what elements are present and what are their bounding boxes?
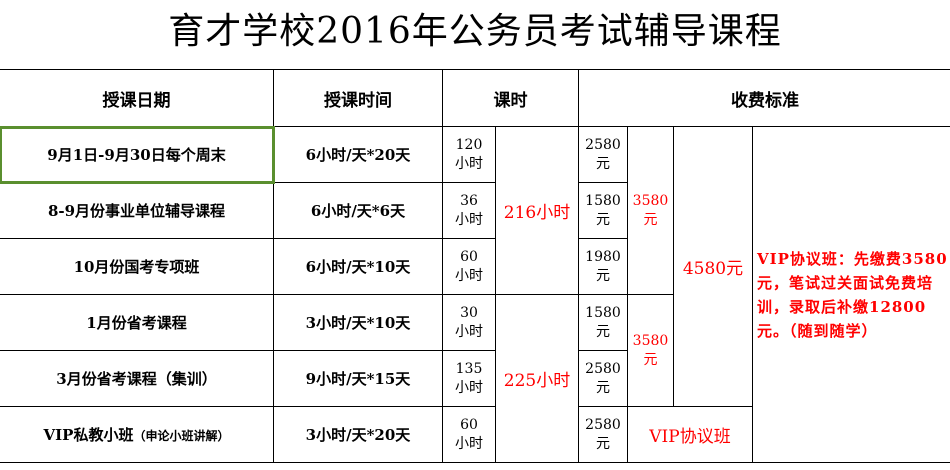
vip-class-sub: （申论小班讲解） bbox=[133, 429, 230, 443]
cell-date[interactable]: 8-9月份事业单位辅导课程 bbox=[0, 182, 274, 239]
group-hours-2[interactable]: 225小时 bbox=[495, 294, 579, 463]
vip-label[interactable]: VIP协议班 bbox=[627, 406, 753, 463]
header-row: 授课日期 授课时间 课时 收费标准 bbox=[0, 69, 950, 127]
group-fee-value: 3580 bbox=[632, 332, 669, 349]
hours-value: 135 bbox=[455, 360, 483, 377]
cell-fee[interactable]: 1980 元 bbox=[578, 238, 628, 295]
cell-fee[interactable]: 1580 元 bbox=[578, 182, 628, 239]
cell-fee[interactable]: 2580 元 bbox=[578, 126, 628, 183]
hours-unit: 小时 bbox=[455, 155, 483, 172]
table-row: 9月1日-9月30日每个周末 6小时/天*20天 120 小时 216小时 258… bbox=[0, 125, 950, 463]
fee-value: 2580 bbox=[585, 360, 621, 377]
cell-date[interactable]: 9月1日-9月30日每个周末 bbox=[0, 125, 275, 184]
fee-value: 1580 bbox=[585, 304, 621, 321]
cell-time[interactable]: 3小时/天*10天 bbox=[273, 294, 443, 351]
group-fee-value: 3580 bbox=[632, 192, 669, 209]
cell-time[interactable]: 6小时/天*6天 bbox=[273, 182, 443, 239]
page-title: 育才学校2016年公务员考试辅导课程 bbox=[168, 11, 782, 52]
table-row: 10月份国考专项班 6小时/天*10天 60 小时 1980 元 bbox=[0, 238, 950, 295]
cell-date[interactable]: 3月份省考课程（集训） bbox=[0, 350, 274, 407]
fee-value: 2580 bbox=[585, 416, 621, 433]
group-fee-1[interactable]: 3580 元 bbox=[627, 126, 674, 295]
cell-date[interactable]: VIP私教小班（申论小班讲解） bbox=[0, 406, 274, 463]
hours-value: 30 bbox=[460, 304, 478, 321]
table-row: VIP私教小班（申论小班讲解） 3小时/天*20天 60 小时 2580 元 VIP… bbox=[0, 406, 950, 463]
vip-note[interactable]: VIP协议班：先缴费3580元，笔试过关面试免费培训，录取后补缴12800元。（… bbox=[752, 126, 950, 463]
fee-unit: 元 bbox=[596, 435, 610, 452]
hours-unit: 小时 bbox=[455, 379, 483, 396]
header-fee: 收费标准 bbox=[578, 69, 950, 127]
hours-value: 60 bbox=[460, 416, 478, 433]
table-row: 3月份省考课程（集训） 9小时/天*15天 135 小时 2580 元 bbox=[0, 350, 950, 407]
group-fee-2[interactable]: 3580 元 bbox=[627, 294, 674, 407]
fee-unit: 元 bbox=[596, 267, 610, 284]
cell-time[interactable]: 9小时/天*15天 bbox=[273, 350, 443, 407]
cell-fee[interactable]: 2580 元 bbox=[578, 406, 628, 463]
vip-class-name: VIP私教小班 bbox=[43, 426, 134, 444]
hours-unit: 小时 bbox=[455, 323, 483, 340]
fee-value: 2580 bbox=[585, 136, 621, 153]
group-hours-1[interactable]: 216小时 bbox=[495, 126, 579, 295]
cell-date[interactable]: 1月份省考课程 bbox=[0, 294, 274, 351]
cell-time[interactable]: 6小时/天*10天 bbox=[273, 238, 443, 295]
cell-fee[interactable]: 2580 元 bbox=[578, 350, 628, 407]
combined-fee[interactable]: 4580元 bbox=[673, 126, 753, 407]
fee-unit: 元 bbox=[596, 379, 610, 396]
group-fee-unit: 元 bbox=[643, 351, 658, 368]
cell-hours[interactable]: 36 小时 bbox=[442, 182, 496, 239]
hours-value: 36 bbox=[460, 192, 478, 209]
header-time: 授课时间 bbox=[273, 69, 443, 127]
cell-hours[interactable]: 60 小时 bbox=[442, 238, 496, 295]
table-row: 1月份省考课程 3小时/天*10天 30 小时 225小时 1580 元 3580 元 bbox=[0, 294, 950, 463]
cell-hours[interactable]: 30 小时 bbox=[442, 294, 496, 351]
cell-fee[interactable]: 1580 元 bbox=[578, 294, 628, 351]
table-row: 8-9月份事业单位辅导课程 6小时/天*6天 36 小时 1580 元 bbox=[0, 182, 950, 239]
header-date: 授课日期 bbox=[0, 69, 274, 127]
cell-hours[interactable]: 135 小时 bbox=[442, 350, 496, 407]
cell-time[interactable]: 6小时/天*20天 bbox=[273, 126, 443, 183]
hours-value: 120 bbox=[455, 136, 483, 153]
course-table: 授课日期 授课时间 课时 收费标准 9月1日-9月30日每个周末 6小时/天*2… bbox=[0, 69, 950, 463]
header-hours: 课时 bbox=[442, 69, 579, 127]
hours-unit: 小时 bbox=[455, 435, 483, 452]
hours-unit: 小时 bbox=[455, 211, 483, 228]
cell-date[interactable]: 10月份国考专项班 bbox=[0, 238, 274, 295]
fee-value: 1580 bbox=[585, 192, 621, 209]
cell-time[interactable]: 3小时/天*20天 bbox=[273, 406, 443, 463]
fee-value: 1980 bbox=[585, 248, 621, 265]
group-fee-unit: 元 bbox=[643, 211, 658, 228]
fee-unit: 元 bbox=[596, 155, 610, 172]
hours-unit: 小时 bbox=[455, 267, 483, 284]
fee-unit: 元 bbox=[596, 211, 610, 228]
hours-value: 60 bbox=[460, 248, 478, 265]
cell-hours[interactable]: 120 小时 bbox=[442, 126, 496, 183]
cell-hours[interactable]: 60 小时 bbox=[442, 406, 496, 463]
fee-unit: 元 bbox=[596, 323, 610, 340]
